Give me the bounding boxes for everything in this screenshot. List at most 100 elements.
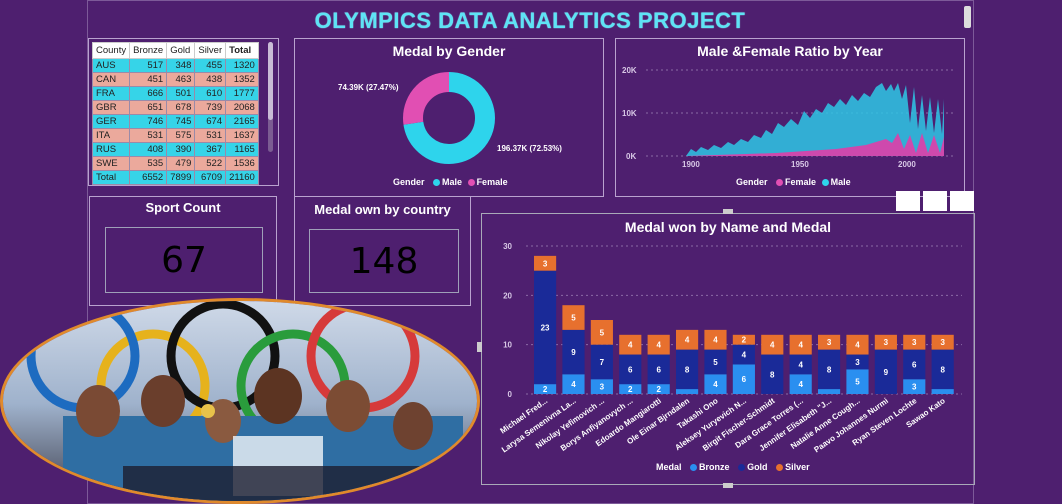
table-total-cell: 7899 bbox=[166, 170, 196, 185]
focus-mode-icon[interactable] bbox=[896, 191, 920, 211]
gender-donut-chart: 74.39K (27.47%) 196.37K (72.53%) bbox=[338, 72, 562, 164]
table-row[interactable]: SWE 535 479 522 1536 bbox=[91, 156, 259, 171]
table-row[interactable]: CAN 451 463 438 1352 bbox=[91, 72, 259, 87]
silver-bar-segment[interactable] bbox=[562, 305, 585, 330]
page-title: OLYMPICS DATA ANALYTICS PROJECT bbox=[314, 8, 746, 33]
legend-female[interactable]: Female bbox=[476, 177, 508, 187]
gold-bar-segment[interactable] bbox=[761, 354, 784, 394]
gender-panel: Medal by Gender 74.39K (27.47%) 196.37K … bbox=[294, 38, 604, 197]
bar-data-label: 4 bbox=[798, 380, 803, 389]
silver-bar-segment[interactable] bbox=[619, 334, 642, 355]
table-row[interactable]: ITA 531 575 531 1637 bbox=[91, 128, 259, 143]
gold-bar-segment[interactable] bbox=[903, 349, 926, 380]
silver-bar-segment[interactable] bbox=[818, 334, 841, 350]
bar-data-label: 6 bbox=[628, 365, 633, 374]
gold-bar-segment[interactable] bbox=[732, 344, 755, 365]
table-header-cell[interactable]: County bbox=[91, 42, 131, 59]
gold-bar-segment[interactable] bbox=[562, 329, 585, 375]
legend-bronze[interactable]: Bronze bbox=[699, 462, 730, 472]
table-row[interactable]: GBR 651 678 739 2068 bbox=[91, 100, 259, 115]
silver-bar-segment[interactable] bbox=[931, 334, 954, 350]
bronze-bar-segment[interactable] bbox=[846, 369, 869, 394]
table-cell: 438 bbox=[194, 72, 227, 87]
gold-bar-segment[interactable] bbox=[619, 354, 642, 385]
silver-bar-segment[interactable] bbox=[903, 334, 926, 350]
legend-male[interactable]: Male bbox=[442, 177, 463, 187]
resize-handle[interactable] bbox=[723, 209, 733, 214]
table-row[interactable]: FRA 666 501 610 1777 bbox=[91, 86, 259, 101]
table-header-cell[interactable]: Bronze bbox=[129, 42, 168, 59]
silver-bar-segment[interactable] bbox=[534, 255, 557, 271]
bronze-bar-segment[interactable] bbox=[732, 364, 755, 394]
table-cell: 348 bbox=[166, 58, 196, 73]
bar-data-label: 2 bbox=[543, 385, 548, 394]
medal-chart-title: Medal won by Name and Medal bbox=[624, 219, 832, 235]
gold-bar-segment[interactable] bbox=[818, 349, 841, 390]
silver-bar-segment[interactable] bbox=[846, 334, 869, 355]
bronze-bar-segment[interactable] bbox=[903, 379, 926, 394]
female-slice[interactable] bbox=[403, 72, 495, 164]
bronze-bar-segment[interactable] bbox=[704, 374, 727, 394]
bronze-bar-segment[interactable] bbox=[562, 374, 585, 394]
table-scrollbar[interactable] bbox=[268, 42, 273, 120]
gold-bar-segment[interactable] bbox=[590, 344, 613, 380]
ratio-legend-female[interactable]: Female bbox=[785, 177, 817, 187]
silver-bar-segment[interactable] bbox=[874, 334, 897, 350]
male-data-label: 196.37K (72.53%) bbox=[497, 144, 562, 153]
bar-data-label: 5 bbox=[713, 358, 718, 367]
table-row[interactable]: AUS 517 348 455 1320 bbox=[91, 58, 259, 73]
legend-silver[interactable]: Silver bbox=[785, 462, 810, 472]
table-cell: 678 bbox=[166, 100, 196, 115]
bronze-legend-dot bbox=[690, 464, 698, 472]
gold-bar-segment[interactable] bbox=[676, 349, 699, 390]
filter-icon[interactable] bbox=[923, 191, 947, 211]
gold-bar-segment[interactable] bbox=[874, 349, 897, 394]
bronze-bar-segment[interactable] bbox=[818, 389, 841, 394]
silver-bar-segment[interactable] bbox=[789, 334, 812, 355]
table-header-cell[interactable]: Silver bbox=[194, 42, 227, 59]
bronze-bar-segment[interactable] bbox=[619, 384, 642, 394]
legend-gold[interactable]: Gold bbox=[747, 462, 768, 472]
table-cell: 463 bbox=[166, 72, 196, 87]
gold-bar-segment[interactable] bbox=[846, 354, 869, 370]
resize-handle[interactable] bbox=[723, 483, 733, 488]
page-scrollbar[interactable] bbox=[964, 6, 971, 28]
table-row[interactable]: RUS 408 390 367 1165 bbox=[91, 142, 259, 157]
y-tick-label: 0 bbox=[508, 390, 513, 399]
table-cell: FRA bbox=[91, 86, 131, 101]
resize-handle[interactable] bbox=[477, 342, 482, 352]
gold-bar-segment[interactable] bbox=[704, 349, 727, 375]
table-header-cell[interactable]: Gold bbox=[166, 42, 196, 59]
silver-bar-segment[interactable] bbox=[676, 329, 699, 350]
medal-by-name-panel[interactable]: Medal won by Name and Medal 0 10 20 30 2 23 3 M… bbox=[481, 213, 975, 485]
silver-bar-segment[interactable] bbox=[590, 320, 613, 345]
bronze-bar-segment[interactable] bbox=[647, 384, 670, 394]
silver-bar-segment[interactable] bbox=[732, 334, 755, 345]
country-table-panel bbox=[88, 38, 279, 186]
bar-data-label: 5 bbox=[571, 314, 576, 323]
silver-bar-segment[interactable] bbox=[704, 329, 727, 350]
ratio-legend-male[interactable]: Male bbox=[830, 177, 851, 187]
table-cell: 2165 bbox=[225, 114, 259, 129]
gender-legend-title: Gender bbox=[393, 177, 425, 187]
gold-bar-segment[interactable] bbox=[789, 354, 812, 375]
bronze-bar-segment[interactable] bbox=[534, 384, 557, 394]
bar-data-label: 8 bbox=[770, 370, 775, 379]
more-options-icon[interactable] bbox=[950, 191, 974, 211]
silver-bar-segment[interactable] bbox=[761, 334, 784, 355]
gold-bar-segment[interactable] bbox=[647, 354, 670, 385]
gold-bar-segment[interactable] bbox=[534, 270, 557, 385]
bronze-bar-segment[interactable] bbox=[931, 389, 954, 394]
table-row[interactable]: GER 746 745 674 2165 bbox=[91, 114, 259, 129]
bronze-bar-segment[interactable] bbox=[789, 374, 812, 394]
table-cell: 1165 bbox=[225, 142, 259, 157]
bar-data-label: 9 bbox=[884, 368, 889, 377]
silver-bar-segment[interactable] bbox=[647, 334, 670, 355]
table-cell: 367 bbox=[194, 142, 227, 157]
bronze-bar-segment[interactable] bbox=[676, 389, 699, 394]
bronze-bar-segment[interactable] bbox=[590, 379, 613, 394]
table-header-cell[interactable]: Total bbox=[225, 42, 259, 59]
female-area-series bbox=[686, 133, 944, 156]
bar-data-label: 3 bbox=[912, 338, 917, 347]
gold-bar-segment[interactable] bbox=[931, 349, 954, 390]
